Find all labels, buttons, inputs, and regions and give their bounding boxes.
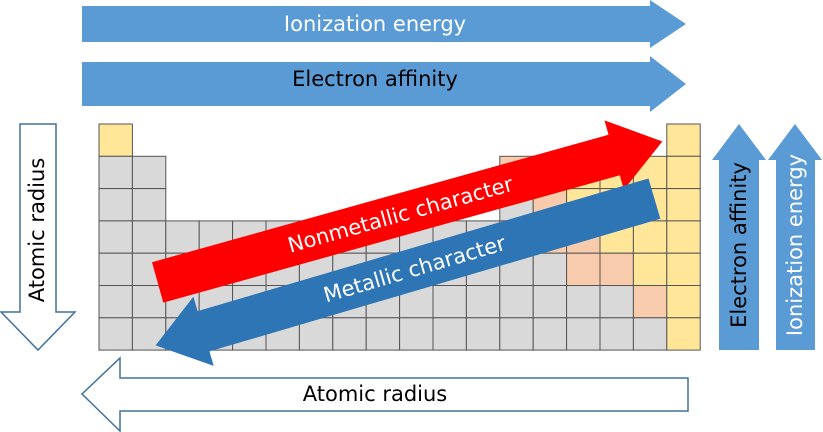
element-cell bbox=[666, 123, 701, 157]
radius-left-arrow: Atomic radius bbox=[80, 356, 689, 432]
element-cell bbox=[666, 188, 701, 222]
element-cell bbox=[165, 220, 200, 254]
radius-down-arrow: Atomic radius bbox=[0, 123, 77, 352]
element-cell bbox=[98, 188, 133, 222]
element-cell bbox=[666, 220, 701, 254]
element-cell bbox=[532, 252, 568, 286]
arrow-label: Electron affinity bbox=[727, 162, 751, 328]
element-cell bbox=[131, 188, 167, 222]
element-cell bbox=[632, 317, 668, 351]
element-cell bbox=[666, 317, 701, 351]
element-cell bbox=[566, 252, 601, 286]
arrow-label: Ionization energy bbox=[783, 154, 807, 336]
element-cell bbox=[666, 285, 701, 319]
element-cell bbox=[131, 155, 167, 190]
arrow-label: Ionization energy bbox=[284, 12, 466, 36]
element-cell bbox=[599, 285, 634, 319]
affinity-up-arrow: Electron affinity bbox=[712, 124, 766, 350]
element-cell bbox=[666, 155, 701, 190]
element-cell bbox=[432, 285, 467, 319]
element-cell bbox=[532, 285, 568, 319]
element-cell bbox=[432, 317, 467, 351]
element-cell bbox=[399, 317, 434, 351]
element-cell bbox=[666, 252, 701, 286]
element-cell bbox=[98, 220, 133, 254]
element-cell bbox=[332, 317, 367, 351]
element-cell bbox=[632, 252, 668, 286]
element-cell bbox=[632, 285, 668, 319]
arrow-label: Atomic radius bbox=[25, 158, 49, 303]
element-cell bbox=[465, 317, 501, 351]
element-cell bbox=[98, 285, 133, 319]
arrow-label: Electron affinity bbox=[292, 67, 458, 91]
element-cell bbox=[566, 285, 601, 319]
arrow-label: Atomic radius bbox=[303, 382, 448, 406]
element-cell bbox=[98, 252, 133, 286]
element-cell bbox=[98, 317, 133, 351]
element-cell bbox=[532, 317, 568, 351]
element-cell bbox=[131, 220, 167, 254]
element-cell bbox=[131, 317, 167, 351]
ionization-arrow: Ionization energy bbox=[82, 0, 686, 48]
element-cell bbox=[365, 317, 401, 351]
element-cell bbox=[98, 155, 133, 190]
element-cell bbox=[98, 123, 133, 157]
element-cell bbox=[465, 285, 501, 319]
element-cell bbox=[599, 317, 634, 351]
ionization-up-arrow: Ionization energy bbox=[768, 124, 822, 350]
element-cell bbox=[632, 220, 668, 254]
element-cell bbox=[566, 317, 601, 351]
element-cell bbox=[499, 285, 534, 319]
element-cell bbox=[599, 252, 634, 286]
affinity-arrow: Electron affinity bbox=[82, 56, 686, 112]
element-cell bbox=[499, 317, 534, 351]
